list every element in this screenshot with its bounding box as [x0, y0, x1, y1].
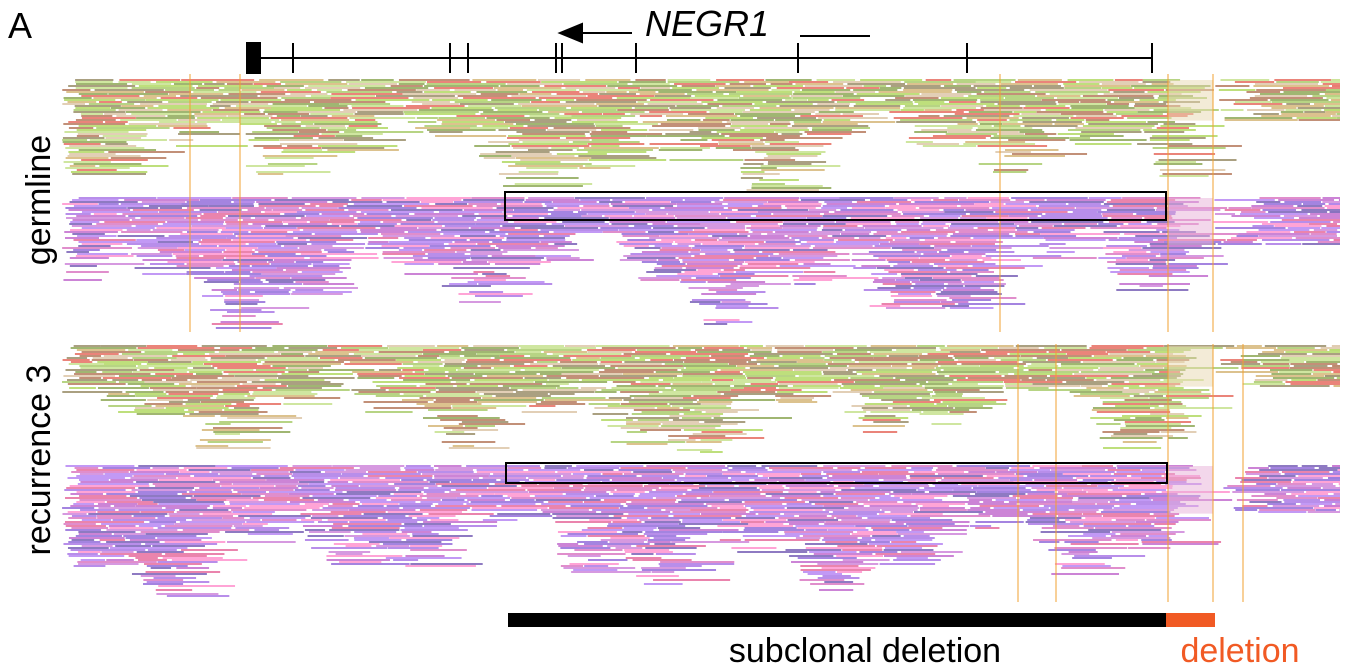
read-block [62, 197, 1340, 329]
gene-model [246, 22, 1153, 74]
deleted-region-shade [1168, 346, 1213, 387]
gene-name: NEGR1 [645, 3, 769, 44]
deleted-region-shade [1168, 80, 1213, 121]
read-block [62, 345, 1340, 453]
highlight-box [505, 462, 1168, 484]
exon [246, 42, 261, 74]
subclonal-deletion-bar [508, 613, 1166, 627]
read-block [62, 79, 1340, 191]
track-label: germline [20, 135, 58, 265]
panel-label: A [8, 5, 32, 46]
read-pileup [62, 74, 1340, 602]
deletion-bar [1166, 613, 1215, 627]
highlight-box [504, 191, 1167, 221]
read-block [62, 465, 1340, 597]
annotation: deletion [1180, 632, 1299, 670]
deleted-region-shade [1168, 466, 1213, 514]
annotation: subclonal deletion [729, 632, 1001, 670]
track-label: recurrence 3 [20, 365, 58, 556]
deleted-region-shade [1168, 198, 1213, 245]
overlays [504, 191, 1215, 627]
strand-arrowhead [557, 22, 583, 44]
